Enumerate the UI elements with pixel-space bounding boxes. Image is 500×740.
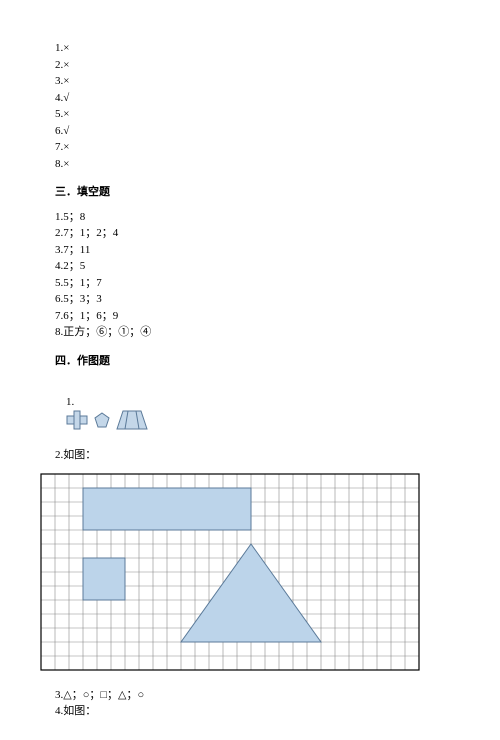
fill-line: 5.5；1；7 <box>55 275 445 292</box>
section4-item3: 3.△；○；□；△；○ <box>55 687 445 704</box>
fill-line: 1.5；8 <box>55 209 445 226</box>
answer-line: 5.× <box>55 106 445 123</box>
grid-svg-icon <box>40 473 420 671</box>
shape-t-icon <box>66 410 88 430</box>
answer-line: 3.× <box>55 73 445 90</box>
grid-figure <box>40 473 445 677</box>
shape-pentagon-icon <box>94 412 110 428</box>
section4-title: 四．作图题 <box>55 353 445 370</box>
shape-trapezoid-icon <box>116 410 148 430</box>
page-content: 1.× 2.× 3.× 4.√ 5.× 6.√ 7.× 8.× 三．填空题 1.… <box>0 0 500 740</box>
section4-item1: 1. <box>55 377 445 447</box>
fill-line: 3.7；11 <box>55 242 445 259</box>
fill-line: 8.正方；⑥；①；④ <box>55 324 445 341</box>
section3-items: 1.5；8 2.7；1；2；4 3.7；11 4.2；5 5.5；1；7 6.5… <box>55 209 445 341</box>
answer-line: 4.√ <box>55 90 445 107</box>
answer-line: 1.× <box>55 40 445 57</box>
section4-item4: 4.如图： <box>55 703 445 720</box>
item1-prefix: 1. <box>66 396 74 408</box>
answer-line: 2.× <box>55 57 445 74</box>
answer-line: 8.× <box>55 156 445 173</box>
fill-line: 6.5；3；3 <box>55 291 445 308</box>
fill-line: 4.2；5 <box>55 258 445 275</box>
fill-line: 7.6；1；6；9 <box>55 308 445 325</box>
answer-line: 6.√ <box>55 123 445 140</box>
answer-line: 7.× <box>55 139 445 156</box>
section3-title: 三．填空题 <box>55 184 445 201</box>
answer-block-1: 1.× 2.× 3.× 4.√ 5.× 6.√ 7.× 8.× <box>55 40 445 172</box>
small-shapes-row <box>66 410 148 430</box>
section4-item2-label: 2.如图： <box>55 447 445 464</box>
fill-line: 2.7；1；2；4 <box>55 225 445 242</box>
